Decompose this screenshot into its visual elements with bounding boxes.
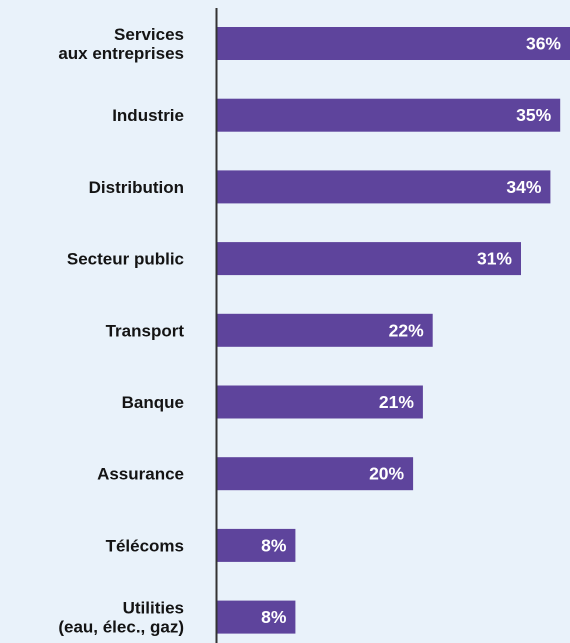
bar xyxy=(217,528,296,562)
category-label: Industrie xyxy=(112,106,184,125)
bar-value-label: 8% xyxy=(261,607,287,627)
bar xyxy=(217,98,561,132)
bar xyxy=(217,385,423,419)
bar xyxy=(217,242,521,276)
value-labels: 36% 35% 34% 31% 22% 21% 20% 8% 8% xyxy=(261,34,561,628)
bar-value-label: 35% xyxy=(516,105,551,125)
bar-value-label: 20% xyxy=(369,464,404,484)
category-label: Transport xyxy=(106,321,185,340)
bar-value-label: 22% xyxy=(389,320,424,340)
bar xyxy=(217,313,433,347)
category-label: Banque xyxy=(122,393,184,412)
bar-value-label: 31% xyxy=(477,249,512,269)
category-label: aux entreprises xyxy=(58,44,184,63)
bar-value-label: 34% xyxy=(506,177,541,197)
bar-value-label: 21% xyxy=(379,392,414,412)
bars xyxy=(217,27,570,634)
bar xyxy=(217,27,570,60)
bar xyxy=(217,457,414,491)
bar-value-label: 36% xyxy=(526,34,561,54)
bar xyxy=(217,170,551,204)
category-label: (eau, élec., gaz) xyxy=(58,618,184,637)
category-label: Distribution xyxy=(89,178,184,197)
category-label: Utilities xyxy=(123,599,184,618)
bar xyxy=(217,600,296,634)
category-label: Secteur public xyxy=(67,250,184,269)
category-label: Assurance xyxy=(97,465,184,484)
category-label: Services xyxy=(114,25,184,44)
category-label: Télécoms xyxy=(106,536,184,555)
bar-value-label: 8% xyxy=(261,535,287,555)
